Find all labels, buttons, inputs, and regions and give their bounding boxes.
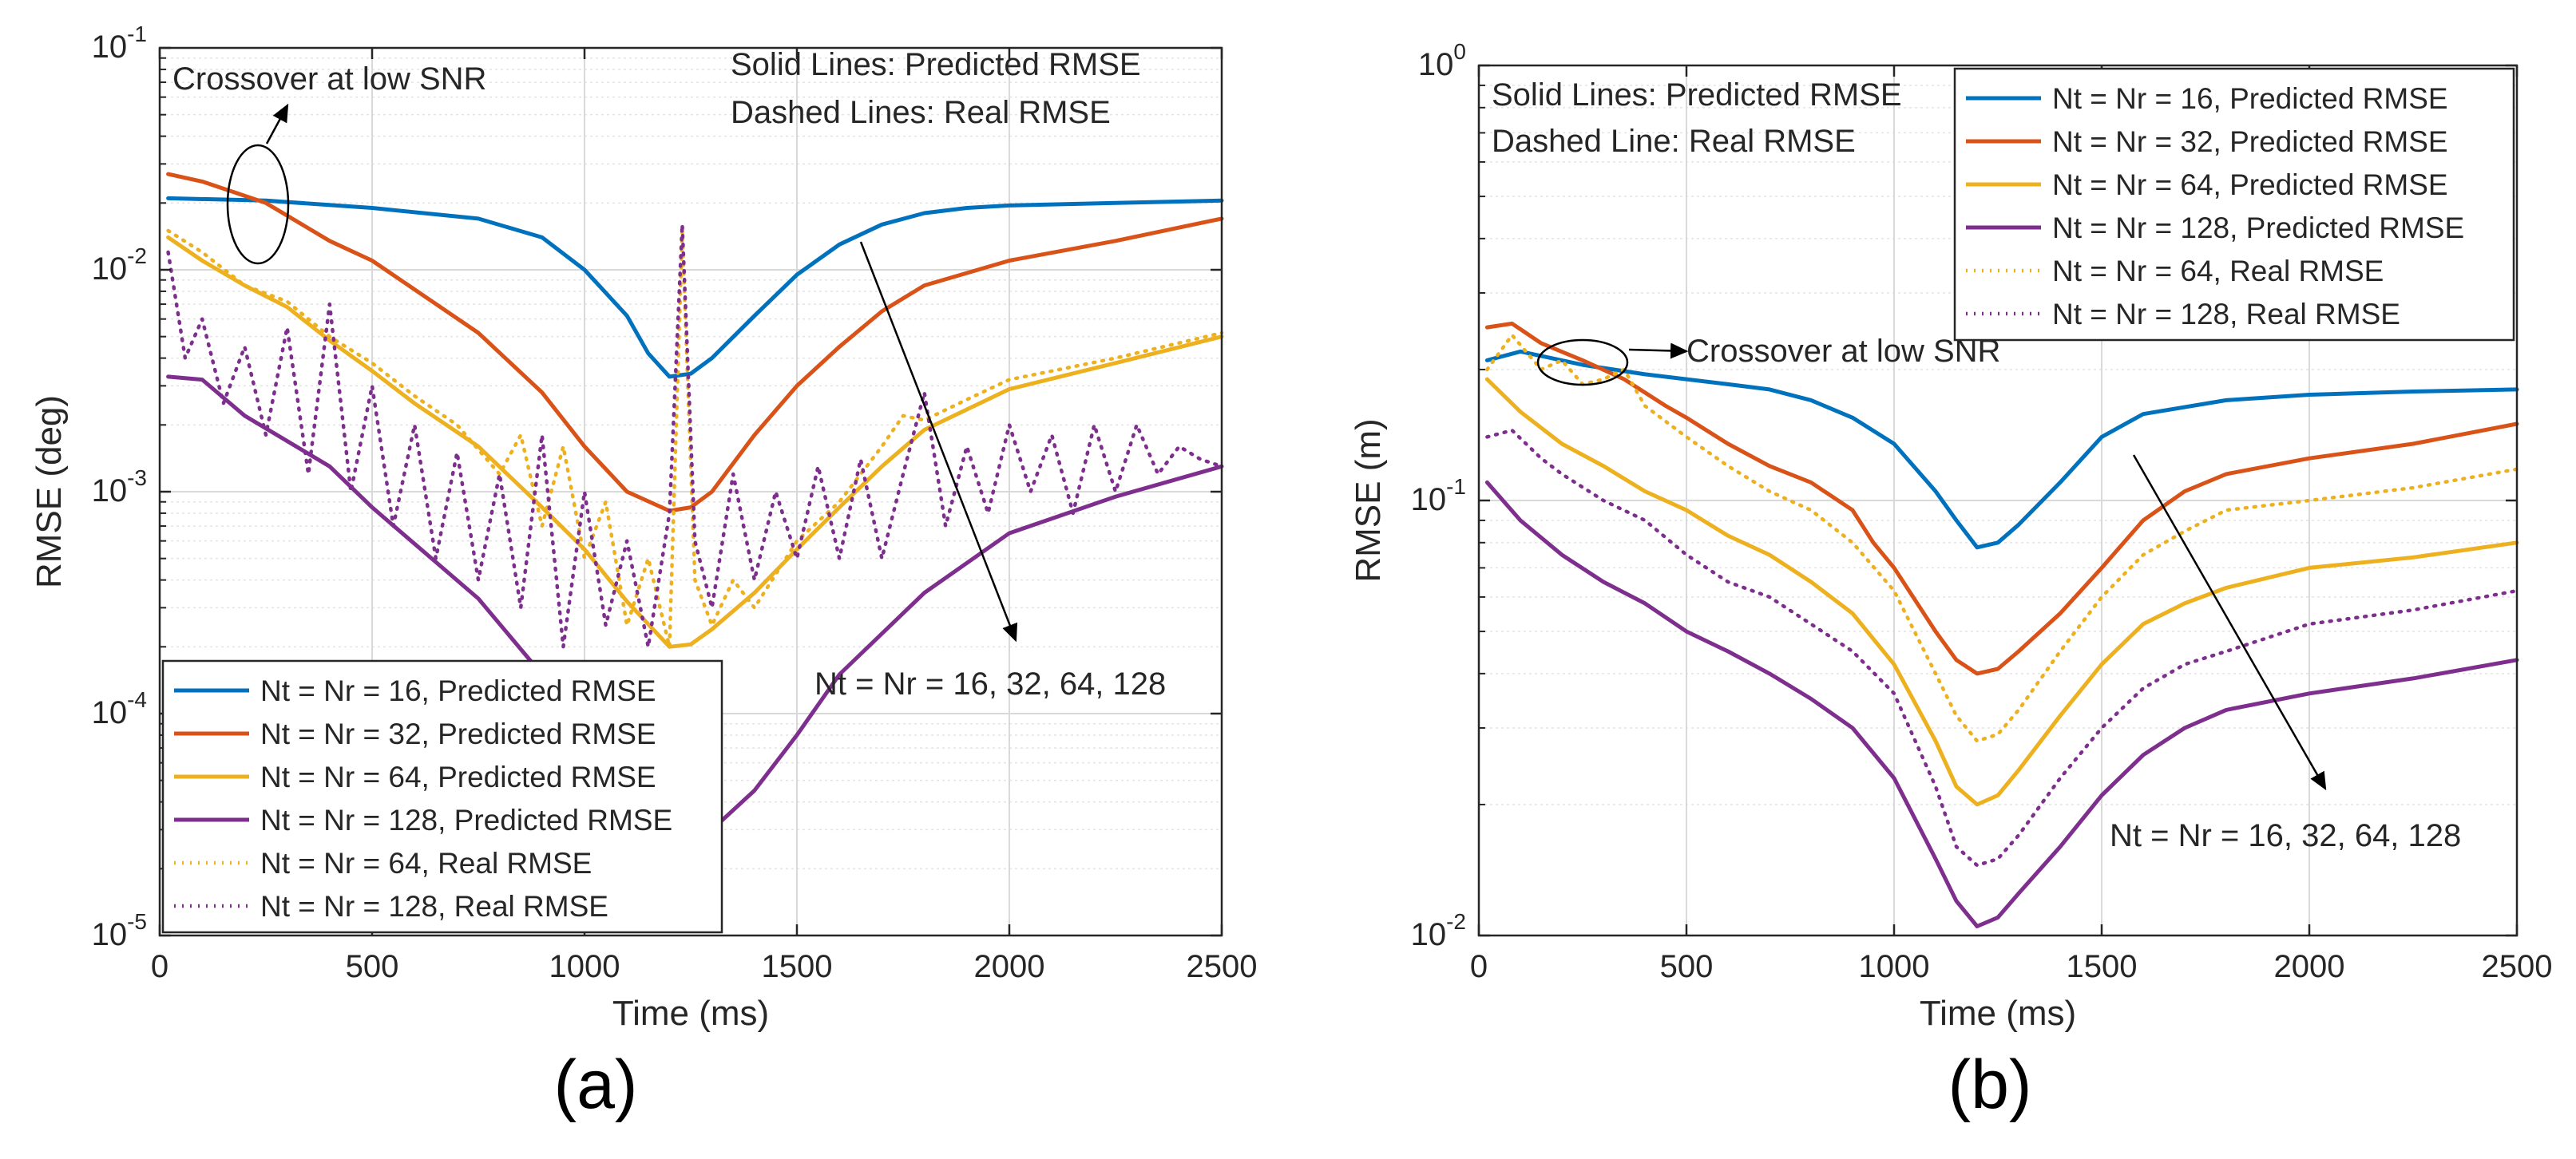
legend-box [161,659,723,934]
series-line-4 [1484,480,2519,928]
y-tick-label: 10-2 [1411,909,1466,952]
x-tick-label: 2500 [1187,949,1258,984]
series-line-5 [1485,333,2519,743]
chart-a: 0 500 1000 1500 2000 2500 10-5 10-4 10-3 10-2 10-1… [30,22,1257,1033]
y-tick-label: 10-1 [1411,474,1466,517]
trend-arrow [859,241,1018,643]
x-tick-label: 2000 [974,949,1045,984]
legend-label-5: Nt = Nr = 64, Real RMSE [260,847,592,880]
series-line-6 [1485,428,2519,868]
series-line-1 [1484,349,2519,550]
legend-label-4: Nt = Nr = 128, Predicted RMSE [260,804,672,837]
series-line-5 [166,228,1224,649]
legend-box [1953,67,2515,342]
annotation-trend-label: Nt = Nr = 16, 32, 64, 128 [814,667,1166,702]
y-tick-label: 10-4 [92,687,147,730]
x-tick-label: 1500 [2067,949,2138,984]
x-tick-label: 500 [1660,949,1714,984]
y-tick-label: 10-2 [92,243,147,287]
x-tick-label: 1500 [762,949,833,984]
x-axis-label: Time (ms) [612,994,769,1033]
legend-label-3: Nt = Nr = 64, Predicted RMSE [260,761,656,793]
x-axis-label: Time (ms) [1920,994,2076,1033]
crossover-ellipse [226,144,290,265]
series-line-3 [1484,377,2519,807]
series-line-3 [166,235,1224,649]
x-tick-label: 0 [1470,949,1488,984]
crossover-arrow [265,103,289,144]
y-axis-label: RMSE (m) [1349,418,1388,582]
y-axis-label: RMSE (deg) [30,395,69,588]
legend-label-6: Nt = Nr = 128, Real RMSE [2052,298,2400,330]
y-tick-label: 10-3 [92,465,147,508]
legend: Nt = Nr = 16, Predicted RMSE Nt = Nr = 32… [1953,67,2515,342]
trend-arrow [2132,454,2327,791]
y-tick-label: 100 [1418,39,1466,82]
chart-b: 0 500 1000 1500 2000 2500 10-2 10-1 100 Time (ms)… [1349,39,2552,1033]
legend-label-5: Nt = Nr = 64, Real RMSE [2052,255,2384,287]
y-tick-label: 10-1 [92,22,147,65]
caption-a: (a) [553,1046,638,1123]
x-tick-label: 500 [346,949,399,984]
x-tick-label: 1000 [549,949,620,984]
caption-b: (b) [1948,1046,2032,1123]
legend-label-1: Nt = Nr = 16, Predicted RMSE [260,674,656,707]
annotation-crossover-label: Crossover at low SNR [1686,334,2000,369]
crossover-ellipse [1536,338,1629,386]
y-tick-label: 10-5 [92,909,147,952]
series-line-6 [166,223,1224,649]
legend-label-4: Nt = Nr = 128, Predicted RMSE [2052,212,2464,244]
legend-label-2: Nt = Nr = 32, Predicted RMSE [2052,125,2448,158]
series-line-2 [166,172,1224,513]
annotation-note-dashed: Dashed Lines: Real RMSE [731,95,1111,130]
crossover-arrow [1628,342,1689,359]
legend-label-6: Nt = Nr = 128, Real RMSE [260,890,608,923]
x-tick-label: 2000 [2274,949,2345,984]
annotation-note-solid: Solid Lines: Predicted RMSE [1492,77,1902,113]
legend: Nt = Nr = 16, Predicted RMSE Nt = Nr = 32… [161,659,723,934]
annotation-trend-label: Nt = Nr = 16, 32, 64, 128 [2110,818,2461,853]
x-tick-label: 1000 [1859,949,1930,984]
annotation-crossover-label: Crossover at low SNR [172,61,486,97]
series-line-1 [166,196,1224,379]
x-tick-label: 2500 [2482,949,2553,984]
annotation-note-dashed: Dashed Line: Real RMSE [1492,124,1856,159]
legend-label-2: Nt = Nr = 32, Predicted RMSE [260,718,656,750]
legend-label-3: Nt = Nr = 64, Predicted RMSE [2052,168,2448,201]
annotation-note-solid: Solid Lines: Predicted RMSE [731,47,1141,82]
legend-label-1: Nt = Nr = 16, Predicted RMSE [2052,82,2448,115]
x-tick-label: 0 [151,949,168,984]
